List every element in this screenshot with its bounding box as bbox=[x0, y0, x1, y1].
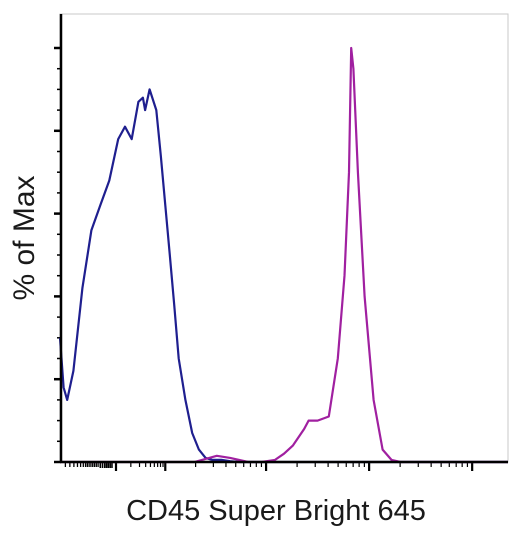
series-line-1 bbox=[58, 88, 508, 464]
series-line-2 bbox=[60, 46, 508, 464]
y-axis-label: % of Max bbox=[8, 175, 41, 300]
x-axis-label: CD45 Super Bright 645 bbox=[126, 495, 426, 527]
series-layer bbox=[58, 46, 508, 464]
plot-frame bbox=[59, 13, 509, 463]
x-axis-ticks bbox=[64, 462, 474, 471]
